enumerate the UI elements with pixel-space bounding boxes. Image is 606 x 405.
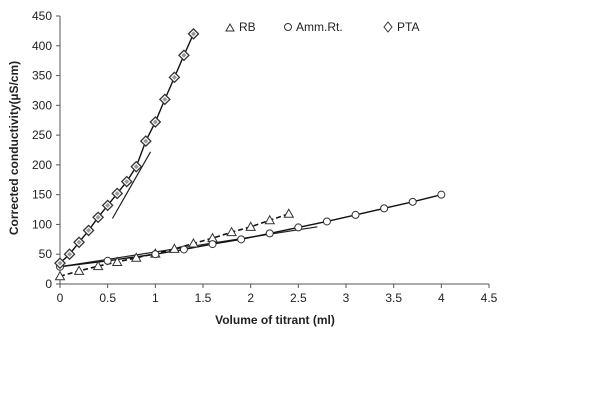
x-axis: 0 0.5 1 1.5 2 2.5 3 3.5 4 4.5 xyxy=(57,283,498,305)
x-tick-label: 3 xyxy=(343,291,350,305)
legend-circle-icon xyxy=(284,23,292,31)
data-point-diamond-inner xyxy=(67,251,73,257)
data-point-triangle xyxy=(111,256,123,266)
data-point-diamond-inner xyxy=(105,202,111,208)
data-point-triangle xyxy=(92,260,104,271)
data-point-circle xyxy=(408,197,417,206)
legend-diamond-icon xyxy=(383,21,393,33)
x-tick-label: 4 xyxy=(438,291,445,305)
y-axis-title: Corrected conductivity(µS/cm) xyxy=(7,61,21,235)
y-tick-label: 100 xyxy=(32,217,52,231)
data-point-diamond-inner xyxy=(133,164,139,170)
legend-item-amm-rt: Amm.Rt. xyxy=(284,20,343,34)
x-tick-label: 1 xyxy=(152,291,159,305)
y-tick-label: 200 xyxy=(32,158,52,172)
data-point-diamond-inner xyxy=(190,31,196,37)
legend-item-rb: RB xyxy=(225,20,256,34)
data-point-circle xyxy=(351,210,360,219)
data-point-triangle xyxy=(283,208,295,218)
series-lines xyxy=(59,33,442,278)
data-point-diamond-inner xyxy=(152,119,158,125)
data-point-triangle xyxy=(54,270,66,281)
y-tick-label: 300 xyxy=(32,98,52,112)
data-point-triangle xyxy=(73,265,85,275)
data-point-diamond-inner xyxy=(124,179,130,185)
y-tick-label: 50 xyxy=(39,247,53,261)
y-tick-label: 400 xyxy=(32,39,52,53)
data-point-diamond-inner xyxy=(86,227,92,233)
y-tick-label: 0 xyxy=(45,277,52,291)
data-point-triangle xyxy=(169,243,180,253)
fit-lines xyxy=(59,151,318,268)
data-point-triangle xyxy=(245,221,257,231)
legend-triangle-icon xyxy=(225,22,235,32)
data-point-triangle xyxy=(264,214,276,225)
legend-label-amm-rt: Amm.Rt. xyxy=(296,20,343,34)
x-tick-label: 3.5 xyxy=(385,291,402,305)
data-point-diamond-inner xyxy=(162,96,168,102)
data-point-triangle xyxy=(226,226,237,237)
data-point-triangle xyxy=(130,252,142,262)
legend: RB Amm.Rt. PTA xyxy=(225,20,419,34)
legend-item-pta: PTA xyxy=(383,20,419,34)
data-point-circle xyxy=(103,256,112,265)
y-tick-label: 450 xyxy=(32,9,52,23)
x-tick-label: 4.5 xyxy=(481,291,498,305)
data-point-diamond-inner xyxy=(76,239,82,245)
data-point-circle xyxy=(208,240,217,249)
y-tick-label: 250 xyxy=(32,128,52,142)
data-point-circle xyxy=(237,235,246,244)
data-point-diamond-inner xyxy=(181,52,187,58)
y-tick-label: 150 xyxy=(32,188,52,202)
data-point-circle xyxy=(380,204,389,213)
x-tick-label: 2.5 xyxy=(290,291,307,305)
x-tick-label: 1.5 xyxy=(195,291,212,305)
data-point-circle xyxy=(151,250,160,259)
x-axis-title: Volume of titrant (ml) xyxy=(215,313,335,327)
series-line xyxy=(59,33,195,264)
data-point-diamond-inner xyxy=(143,138,149,144)
data-point-circle xyxy=(322,217,331,226)
x-tick-label: 2 xyxy=(247,291,254,305)
data-point-diamond-inner xyxy=(171,74,177,80)
x-tick-label: 0 xyxy=(57,291,64,305)
y-axis: 0 50 100 150 200 250 300 350 400 450 xyxy=(32,9,61,291)
legend-label-pta: PTA xyxy=(397,20,419,34)
data-point-triangle xyxy=(188,237,199,248)
data-point-circle xyxy=(179,245,188,254)
data-markers xyxy=(54,27,446,281)
data-point-circle xyxy=(265,229,274,238)
fit-line xyxy=(111,151,152,219)
x-tick-label: 0.5 xyxy=(99,291,116,305)
legend-label-rb: RB xyxy=(239,20,256,34)
data-point-diamond-inner xyxy=(114,190,120,196)
data-point-circle xyxy=(294,223,303,232)
data-point-diamond-inner xyxy=(95,214,101,220)
data-point-circle xyxy=(437,190,446,199)
y-tick-label: 350 xyxy=(32,69,52,83)
data-point-diamond-inner xyxy=(57,260,63,266)
